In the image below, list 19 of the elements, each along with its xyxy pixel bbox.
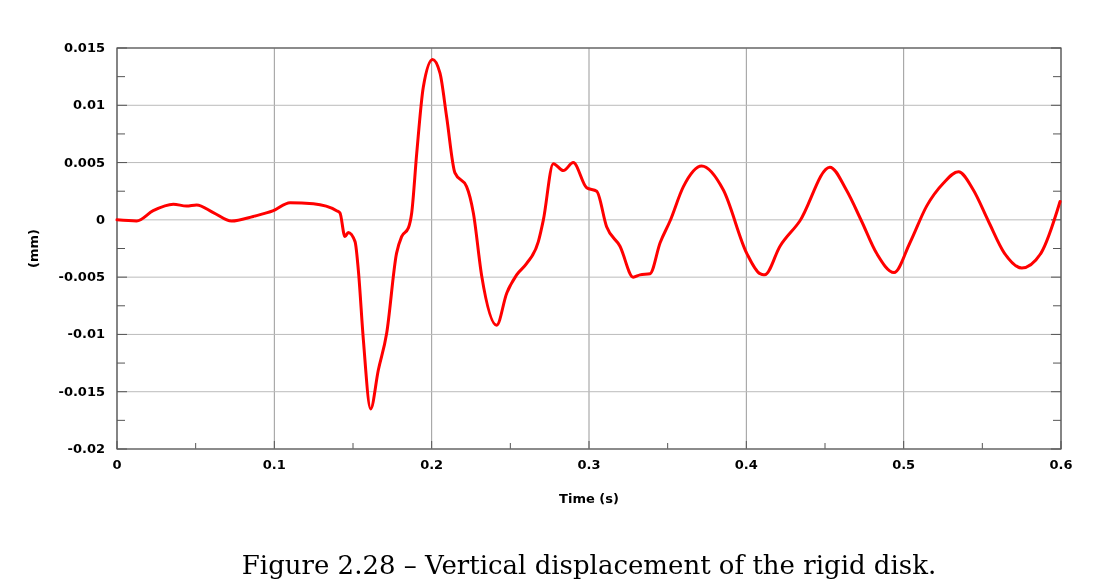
y-tick-label: -0.005 [58, 269, 105, 285]
x-tick-label: 0 [112, 457, 122, 472]
caption: Figure 2.28 – Vertical displacement of the rigid disk. [241, 550, 937, 580]
y-tick-label: 0 [95, 211, 105, 227]
y-tick-label: -0.01 [67, 326, 105, 342]
y-tick-label: -0.02 [67, 441, 105, 456]
x-tick-label: 0.4 [734, 457, 758, 472]
x-tick-label: 0.2 [420, 457, 444, 472]
x-tick-label: 0.6 [1049, 457, 1073, 472]
y-tick-label: 0.005 [63, 154, 105, 170]
y-tick-label: 0.015 [63, 40, 105, 55]
line-series [115, 57, 1062, 411]
y-axis-title: (mm) [26, 229, 41, 268]
y-tick-label: -0.015 [58, 383, 105, 399]
x-tick-label: 0.5 [892, 457, 916, 472]
y-tick-label: 0.01 [72, 97, 105, 113]
x-axis-title: Time (s) [559, 491, 619, 506]
x-tick-label: 0.1 [262, 457, 286, 472]
x-tick-label: 0.3 [577, 457, 601, 472]
